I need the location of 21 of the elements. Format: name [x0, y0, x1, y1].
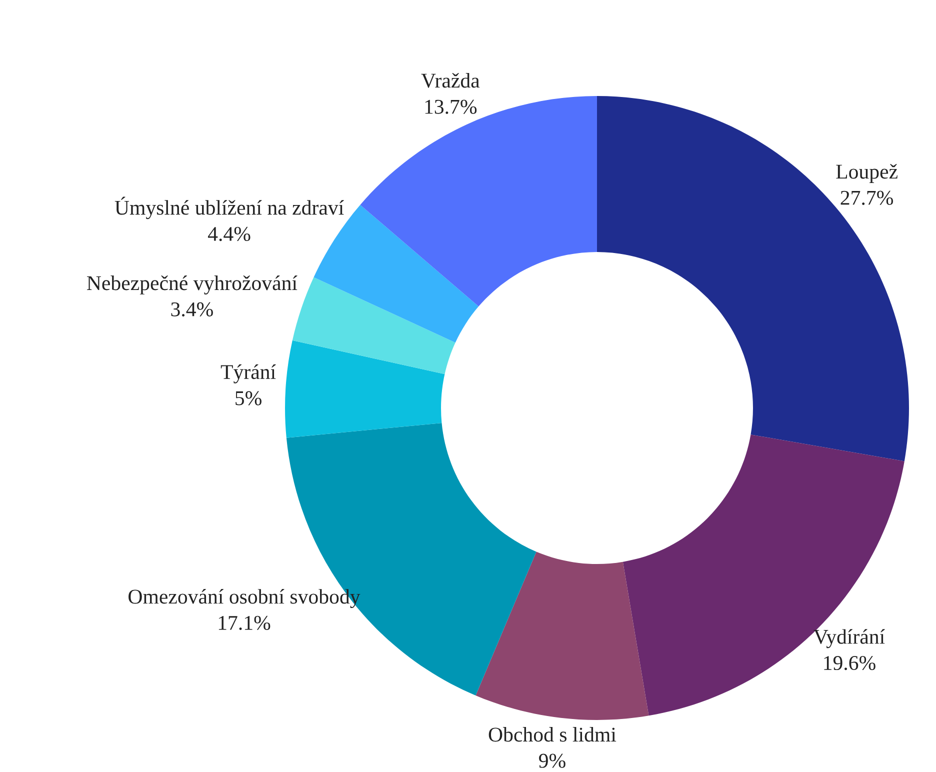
donut-slice: [360, 96, 597, 306]
data-label: 3.4%: [171, 302, 213, 316]
data-label: 4.4%: [208, 226, 250, 242]
data-label: 9%: [539, 754, 566, 768]
slice-label: Obchod s lidmi: [488, 727, 616, 742]
donut-slice: [622, 434, 904, 716]
donut-slice: [286, 422, 536, 696]
donut-slice: [597, 96, 909, 462]
donut-slice: [476, 552, 649, 720]
data-label: 27.7%: [840, 190, 893, 205]
slice-label: Týrání: [220, 364, 276, 384]
data-label: 5%: [236, 391, 262, 406]
data-label: 17.1%: [218, 616, 270, 630]
data-label: 13.7%: [425, 100, 477, 114]
slice-label: Loupež: [836, 164, 898, 183]
slice-label: Nebezpečné vyhrožování: [86, 275, 298, 294]
slice-label: Vražda: [421, 73, 480, 88]
data-label: 19.6%: [824, 656, 876, 670]
slice-label: Úmyslné ublížení na zdraví: [114, 196, 344, 220]
slice-label: Vydírání: [814, 629, 885, 648]
donut-slice: [285, 340, 445, 438]
